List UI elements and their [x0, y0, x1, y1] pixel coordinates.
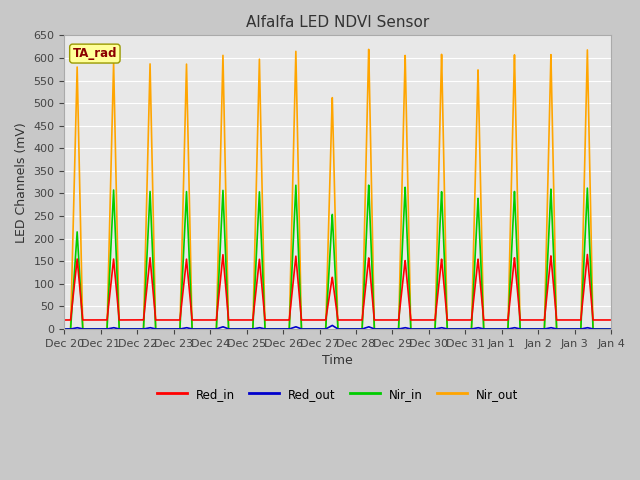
Nir_in: [177, 297, 185, 302]
Nir_out: [605, 326, 613, 332]
Red_in: [61, 317, 68, 323]
Line: Red_in: Red_in: [65, 254, 611, 320]
Red_out: [413, 326, 421, 332]
Legend: Red_in, Red_out, Nir_in, Nir_out: Red_in, Red_out, Nir_in, Nir_out: [152, 383, 523, 405]
Nir_out: [172, 326, 179, 332]
Nir_in: [607, 326, 615, 332]
Red_out: [605, 326, 613, 332]
Red_in: [607, 317, 615, 323]
Nir_in: [172, 326, 179, 332]
Nir_out: [265, 326, 273, 332]
Nir_in: [365, 182, 372, 188]
Y-axis label: LED Channels (mV): LED Channels (mV): [15, 122, 28, 242]
X-axis label: Time: Time: [323, 354, 353, 367]
Red_out: [177, 326, 185, 332]
Nir_out: [413, 326, 421, 332]
Red_out: [491, 326, 499, 332]
Red_out: [265, 326, 273, 332]
Red_in: [491, 317, 499, 323]
Red_in: [413, 317, 421, 323]
Red_in: [172, 317, 179, 323]
Nir_in: [413, 326, 421, 332]
Nir_out: [61, 326, 68, 332]
Nir_out: [607, 326, 615, 332]
Red_in: [265, 317, 273, 323]
Nir_out: [365, 47, 372, 52]
Nir_in: [605, 326, 613, 332]
Red_out: [328, 323, 336, 328]
Nir_in: [491, 326, 499, 332]
Line: Red_out: Red_out: [65, 325, 611, 329]
Nir_in: [265, 326, 273, 332]
Red_in: [177, 304, 185, 310]
Line: Nir_out: Nir_out: [65, 49, 611, 329]
Nir_out: [491, 326, 499, 332]
Red_in: [584, 252, 591, 257]
Red_in: [605, 317, 613, 323]
Text: TA_rad: TA_rad: [72, 47, 117, 60]
Red_out: [172, 326, 179, 332]
Red_out: [61, 326, 68, 332]
Red_out: [607, 326, 615, 332]
Nir_out: [177, 269, 185, 275]
Line: Nir_in: Nir_in: [65, 185, 611, 329]
Nir_in: [61, 326, 68, 332]
Title: Alfalfa LED NDVI Sensor: Alfalfa LED NDVI Sensor: [246, 15, 429, 30]
